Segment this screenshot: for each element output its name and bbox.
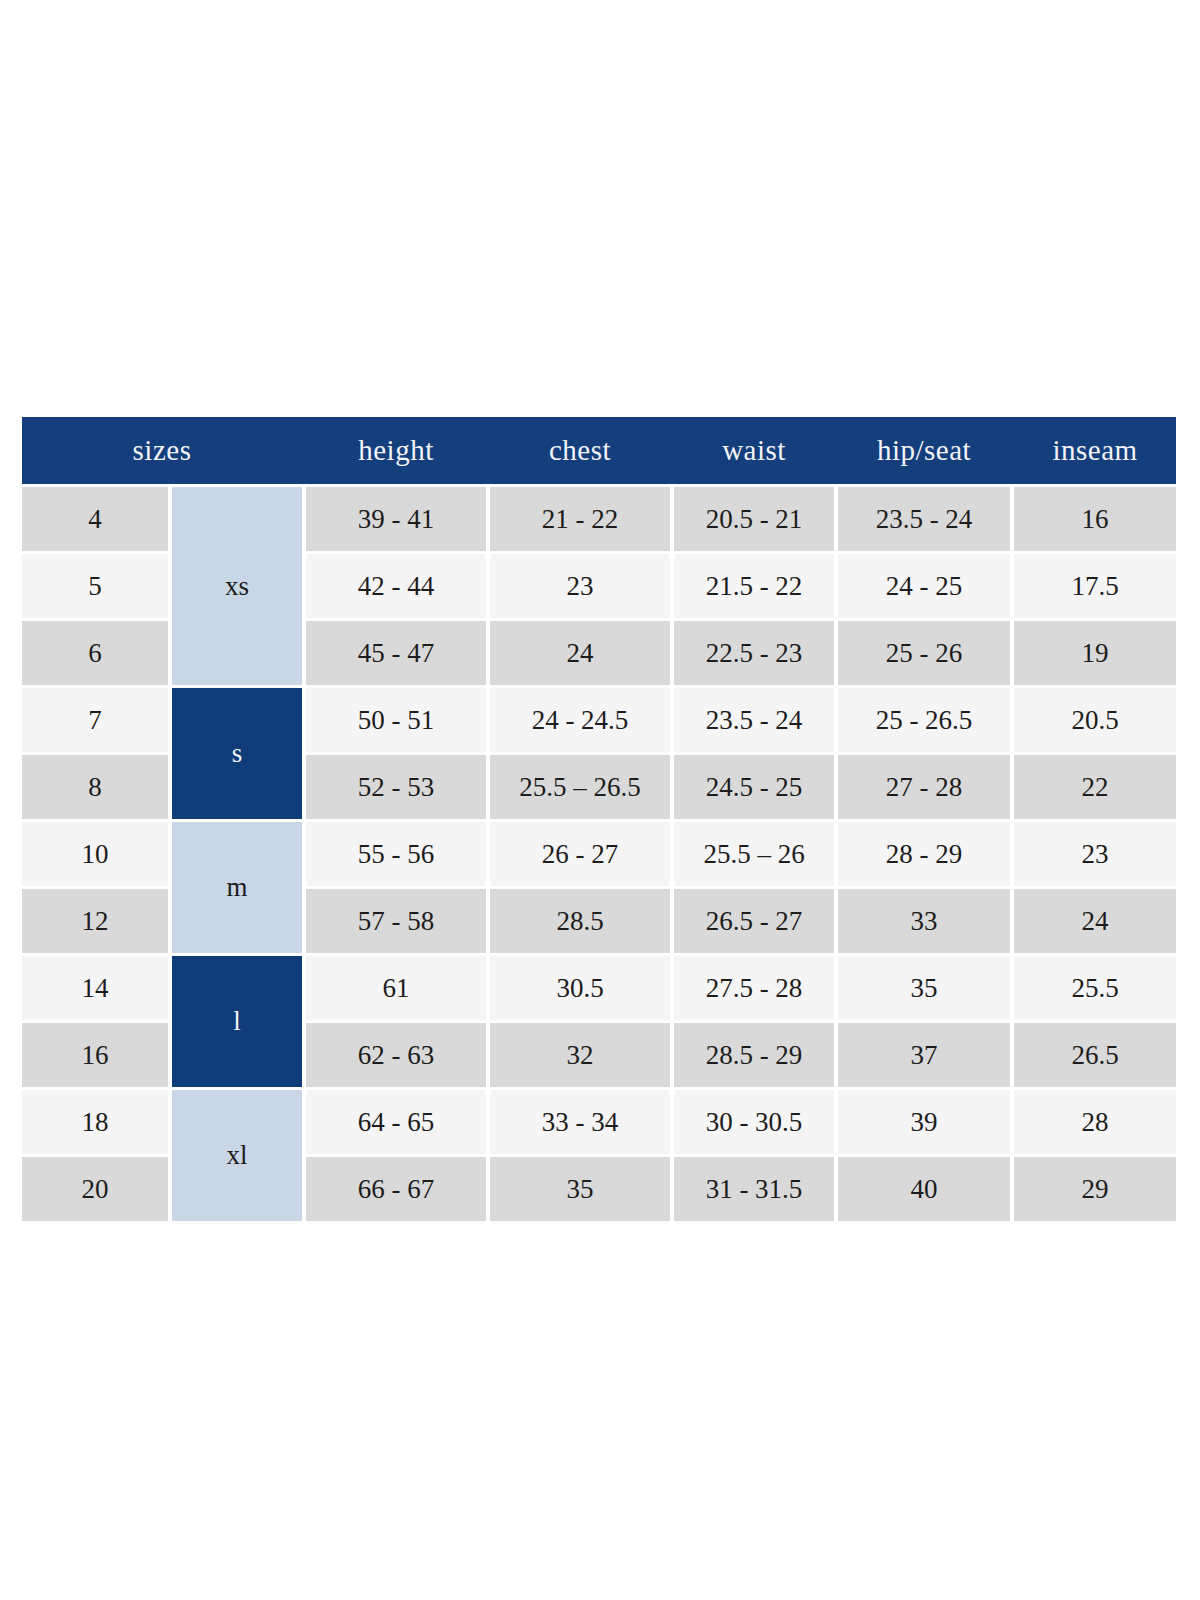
height-cell: 62 - 63 bbox=[306, 1023, 486, 1087]
hip-seat-cell: 23.5 - 24 bbox=[838, 487, 1010, 551]
hip-seat-cell: 40 bbox=[838, 1157, 1010, 1221]
size-number-cell: 5 bbox=[22, 554, 168, 618]
height-cell: 61 bbox=[306, 956, 486, 1020]
size-number-cell: 6 bbox=[22, 621, 168, 685]
hip-seat-cell: 27 - 28 bbox=[838, 755, 1010, 819]
chest-cell: 24 bbox=[490, 621, 670, 685]
column-header-chest: chest bbox=[490, 417, 670, 484]
waist-cell: 30 - 30.5 bbox=[674, 1090, 834, 1154]
size-group-cell-s: s bbox=[172, 688, 302, 819]
chest-cell: 26 - 27 bbox=[490, 822, 670, 886]
height-cell: 64 - 65 bbox=[306, 1090, 486, 1154]
size-group-cell-l: l bbox=[172, 956, 302, 1087]
column-header-inseam: inseam bbox=[1014, 417, 1176, 484]
hip-seat-cell: 24 - 25 bbox=[838, 554, 1010, 618]
chest-cell: 30.5 bbox=[490, 956, 670, 1020]
size-chart-table: sizesheightchestwaisthip/seatinseam 4 39 -… bbox=[22, 417, 1176, 1221]
height-cell: 39 - 41 bbox=[306, 487, 486, 551]
hip-seat-cell: 37 bbox=[838, 1023, 1010, 1087]
chest-cell: 35 bbox=[490, 1157, 670, 1221]
chest-cell: 33 - 34 bbox=[490, 1090, 670, 1154]
hip-seat-cell: 25 - 26.5 bbox=[838, 688, 1010, 752]
height-cell: 52 - 53 bbox=[306, 755, 486, 819]
size-group-cell-xs: xs bbox=[172, 487, 302, 685]
waist-cell: 28.5 - 29 bbox=[674, 1023, 834, 1087]
inseam-cell: 20.5 bbox=[1014, 688, 1176, 752]
hip-seat-cell: 35 bbox=[838, 956, 1010, 1020]
waist-cell: 22.5 - 23 bbox=[674, 621, 834, 685]
hip-seat-cell: 28 - 29 bbox=[838, 822, 1010, 886]
waist-cell: 23.5 - 24 bbox=[674, 688, 834, 752]
inseam-cell: 26.5 bbox=[1014, 1023, 1176, 1087]
waist-cell: 20.5 - 21 bbox=[674, 487, 834, 551]
height-cell: 66 - 67 bbox=[306, 1157, 486, 1221]
waist-cell: 21.5 - 22 bbox=[674, 554, 834, 618]
waist-cell: 26.5 - 27 bbox=[674, 889, 834, 953]
page: sizesheightchestwaisthip/seatinseam 4 39 -… bbox=[0, 0, 1200, 1600]
chest-cell: 25.5 – 26.5 bbox=[490, 755, 670, 819]
hip-seat-cell: 25 - 26 bbox=[838, 621, 1010, 685]
hip-seat-cell: 39 bbox=[838, 1090, 1010, 1154]
size-number-cell: 8 bbox=[22, 755, 168, 819]
inseam-cell: 24 bbox=[1014, 889, 1176, 953]
inseam-cell: 28 bbox=[1014, 1090, 1176, 1154]
size-number-cell: 20 bbox=[22, 1157, 168, 1221]
waist-cell: 25.5 – 26 bbox=[674, 822, 834, 886]
size-number-cell: 12 bbox=[22, 889, 168, 953]
waist-cell: 24.5 - 25 bbox=[674, 755, 834, 819]
height-cell: 45 - 47 bbox=[306, 621, 486, 685]
chest-cell: 21 - 22 bbox=[490, 487, 670, 551]
chest-cell: 24 - 24.5 bbox=[490, 688, 670, 752]
inseam-cell: 17.5 bbox=[1014, 554, 1176, 618]
height-cell: 57 - 58 bbox=[306, 889, 486, 953]
waist-cell: 27.5 - 28 bbox=[674, 956, 834, 1020]
size-number-cell: 18 bbox=[22, 1090, 168, 1154]
inseam-cell: 29 bbox=[1014, 1157, 1176, 1221]
chest-cell: 32 bbox=[490, 1023, 670, 1087]
inseam-cell: 16 bbox=[1014, 487, 1176, 551]
size-group-cell-xl: xl bbox=[172, 1090, 302, 1221]
chest-cell: 28.5 bbox=[490, 889, 670, 953]
height-cell: 42 - 44 bbox=[306, 554, 486, 618]
waist-cell: 31 - 31.5 bbox=[674, 1157, 834, 1221]
size-number-cell: 14 bbox=[22, 956, 168, 1020]
inseam-cell: 19 bbox=[1014, 621, 1176, 685]
hip-seat-cell: 33 bbox=[838, 889, 1010, 953]
inseam-cell: 22 bbox=[1014, 755, 1176, 819]
size-group-cell-m: m bbox=[172, 822, 302, 953]
inseam-cell: 25.5 bbox=[1014, 956, 1176, 1020]
column-header-hip-seat: hip/seat bbox=[838, 417, 1010, 484]
inseam-cell: 23 bbox=[1014, 822, 1176, 886]
chest-cell: 23 bbox=[490, 554, 670, 618]
column-header-waist: waist bbox=[674, 417, 834, 484]
height-cell: 50 - 51 bbox=[306, 688, 486, 752]
size-number-cell: 7 bbox=[22, 688, 168, 752]
size-number-cell: 4 bbox=[22, 487, 168, 551]
size-number-cell: 10 bbox=[22, 822, 168, 886]
size-number-cell: 16 bbox=[22, 1023, 168, 1087]
height-cell: 55 - 56 bbox=[306, 822, 486, 886]
column-header-height: height bbox=[306, 417, 486, 484]
column-header-sizes: sizes bbox=[22, 417, 302, 484]
